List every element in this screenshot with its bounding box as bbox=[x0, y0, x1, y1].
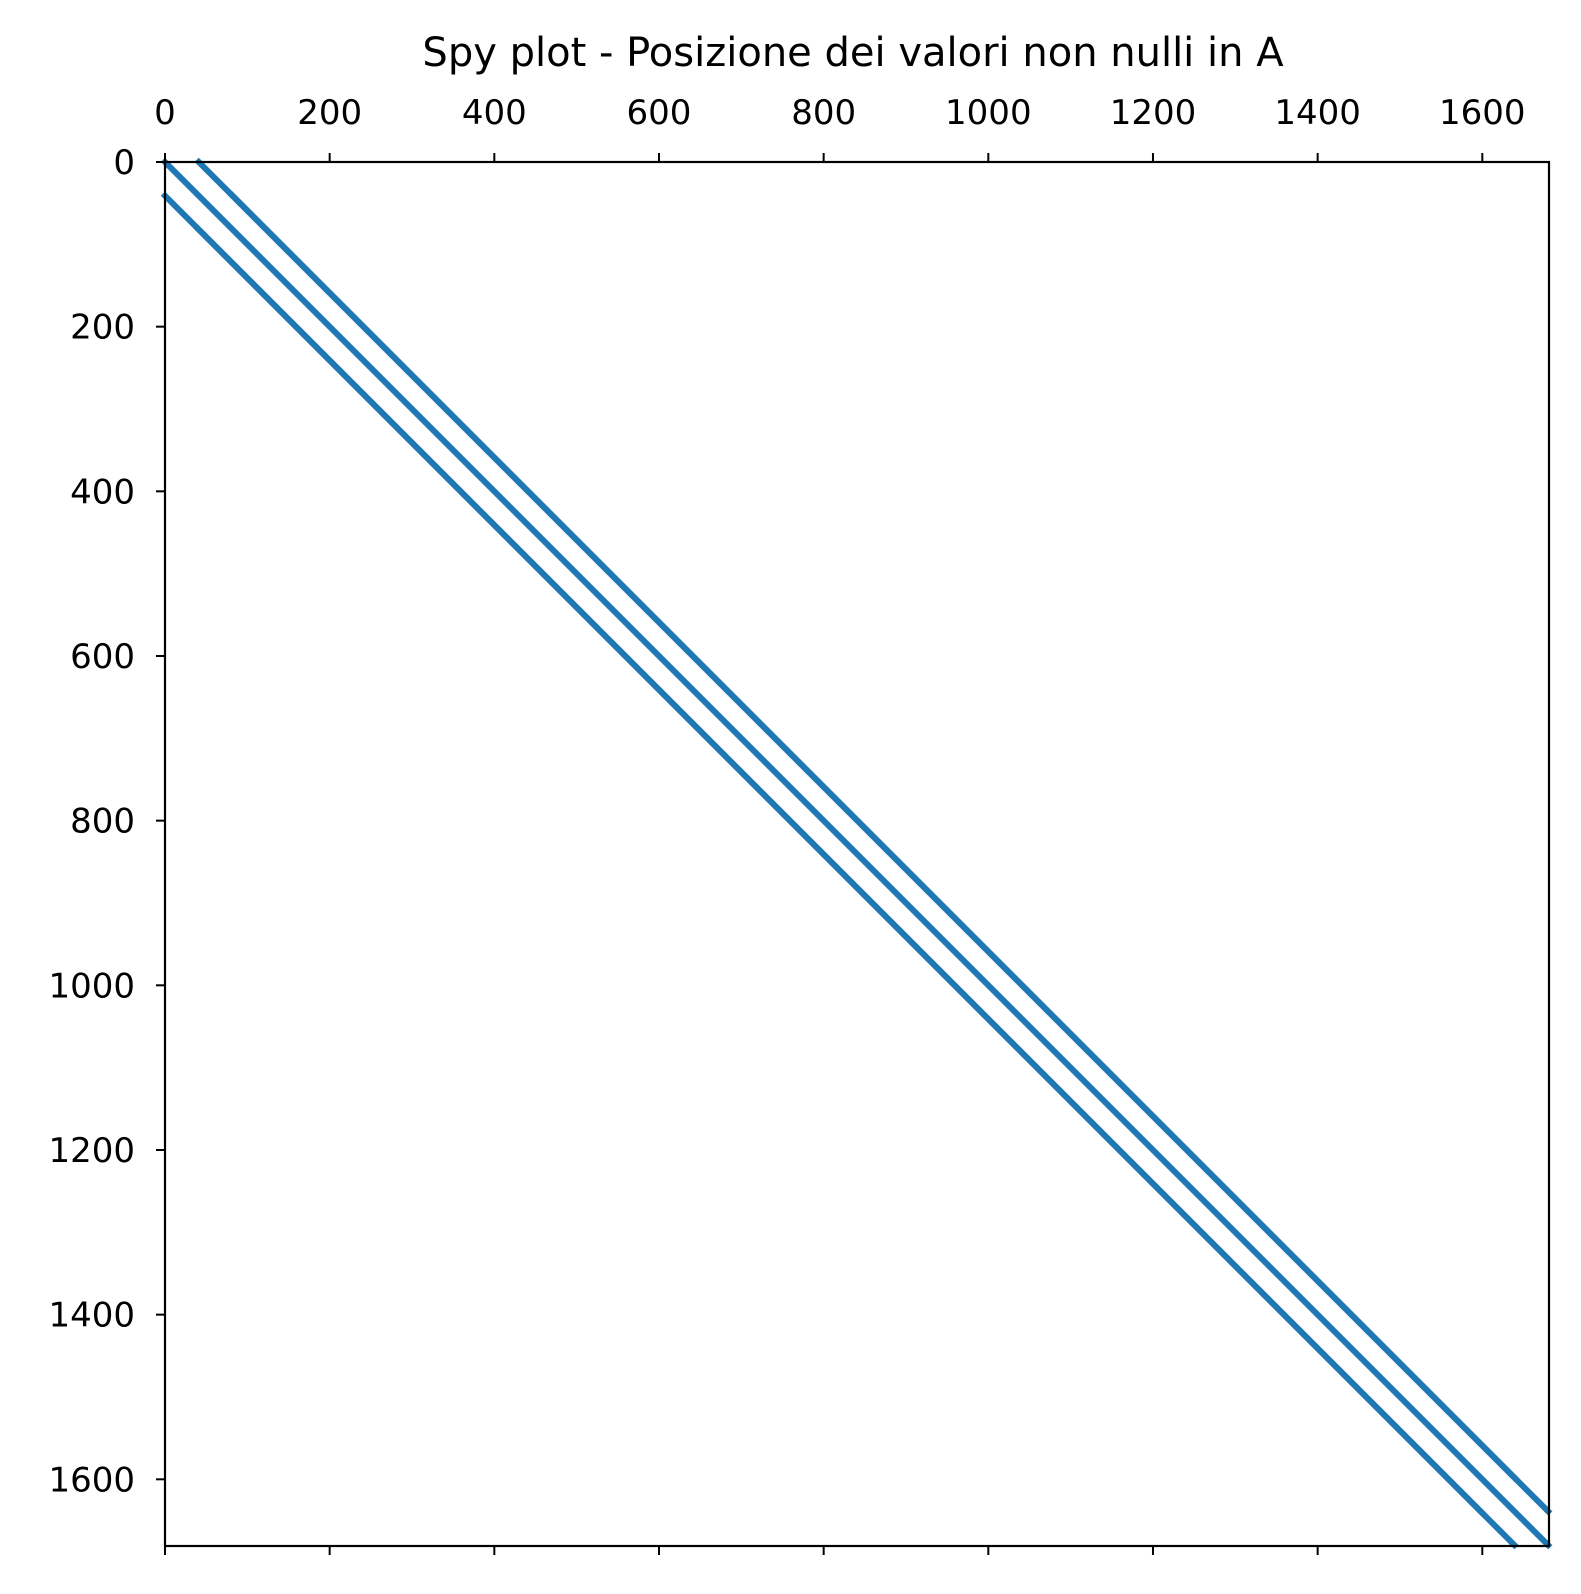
y-tick-label: 1600 bbox=[48, 1460, 135, 1500]
x-tick-label: 0 bbox=[154, 93, 176, 133]
y-tick-label: 1200 bbox=[48, 1131, 135, 1171]
x-tick-label: 1000 bbox=[945, 93, 1032, 133]
plot-area bbox=[160, 157, 1553, 1550]
x-tick-label: 200 bbox=[297, 93, 362, 133]
y-tick-label: 0 bbox=[113, 143, 135, 183]
nonzero-diagonal-4 bbox=[227, 190, 1520, 1483]
x-axis-bottom bbox=[164, 1546, 1484, 1555]
x-tick-label: 1200 bbox=[1110, 93, 1197, 133]
plot-frame bbox=[163, 160, 1551, 1548]
y-tick-label: 1400 bbox=[48, 1296, 135, 1336]
x-tick-label: 400 bbox=[462, 93, 527, 133]
x-tick-label: 800 bbox=[791, 93, 856, 133]
y-tick-label: 600 bbox=[70, 637, 135, 677]
x-axis-top: 0 200 400 600 800 1000 1200 1400 1600 bbox=[154, 93, 1526, 162]
y-tick-label: 400 bbox=[70, 472, 135, 512]
x-tick-label: 1600 bbox=[1439, 93, 1526, 133]
chart-title: Spy plot - Posizione dei valori non null… bbox=[422, 30, 1284, 76]
y-tick-label: 1000 bbox=[48, 966, 135, 1006]
nonzero-diagonal-2 bbox=[160, 157, 1553, 1550]
x-tick-label: 600 bbox=[627, 93, 692, 133]
y-axis: 0 200 400 600 800 1000 1200 1400 1600 bbox=[48, 143, 165, 1500]
nonzero-diagonal-5 bbox=[193, 224, 1486, 1517]
x-tick-label: 1400 bbox=[1274, 93, 1361, 133]
y-tick-label: 800 bbox=[70, 802, 135, 842]
y-tick-label: 200 bbox=[70, 308, 135, 348]
